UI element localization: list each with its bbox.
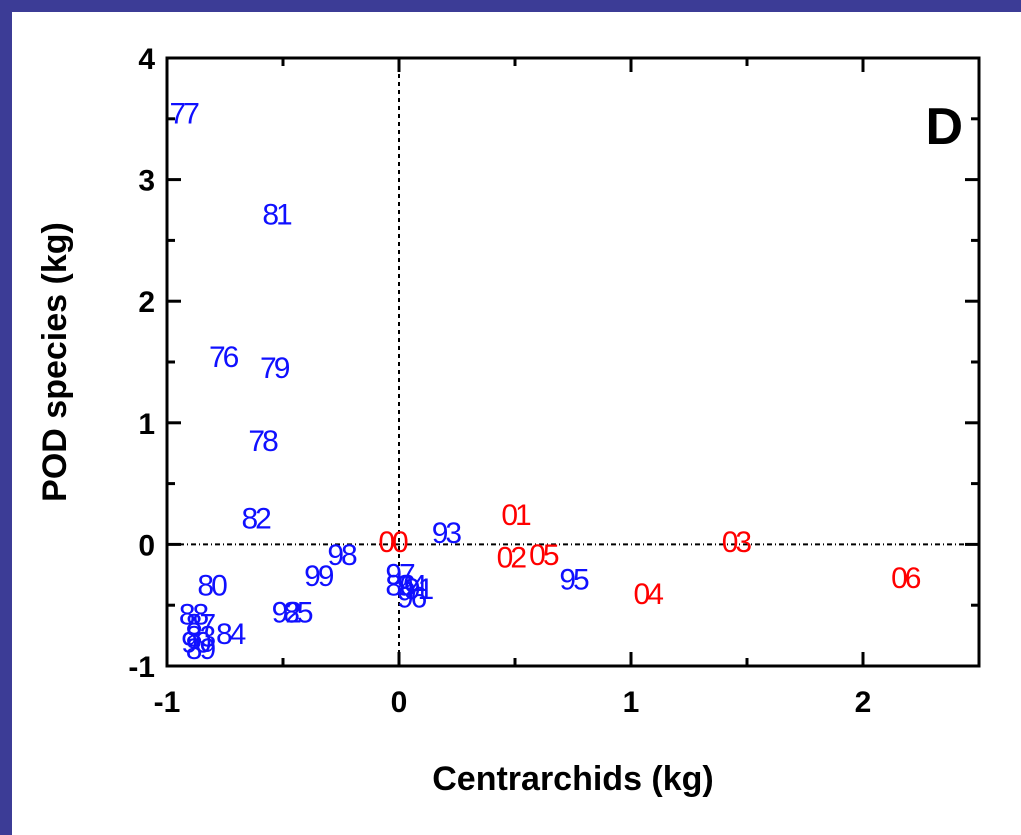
data-point-label: 77 <box>170 98 200 131</box>
x-tick-label: -1 <box>154 686 181 719</box>
data-point-label: 93 <box>432 517 462 550</box>
data-point-label: 85 <box>283 596 313 629</box>
data-point-label: 82 <box>241 503 271 536</box>
data-point-label: 79 <box>260 352 290 385</box>
data-point-label: 92 <box>272 596 302 629</box>
data-point-label: 04 <box>634 578 664 611</box>
data-point-label: 00 <box>378 526 408 559</box>
y-tick-label: 3 <box>138 165 155 198</box>
y-tick-label: 1 <box>138 408 155 441</box>
data-point-label: 90 <box>181 627 211 660</box>
x-tick-label: 1 <box>623 686 640 719</box>
data-point-label: 99 <box>304 560 334 593</box>
x-tick-label: 0 <box>391 686 408 719</box>
data-point-label: 88 <box>179 599 209 632</box>
data-point-label: 76 <box>209 341 239 374</box>
data-point-label: 95 <box>559 563 589 596</box>
data-point-label: 98 <box>327 539 357 572</box>
data-point-label: 83 <box>186 621 216 654</box>
data-point-label: 89 <box>186 633 216 666</box>
data-point-label: 05 <box>529 539 559 572</box>
y-axis-label: POD species (kg) <box>36 222 74 502</box>
data-point-label: 01 <box>501 499 531 532</box>
data-point-label: 87 <box>186 608 216 641</box>
y-tick-label: -1 <box>128 651 155 684</box>
data-point-label: 91 <box>404 573 434 606</box>
y-tick-label: 0 <box>138 529 155 562</box>
data-point-label: 96 <box>397 582 427 615</box>
x-axis-label: Centrarchids (kg) <box>432 760 714 798</box>
data-point-label: 97 <box>385 559 415 592</box>
y-tick-label: 4 <box>138 43 155 76</box>
axis-ticks <box>165 56 981 668</box>
figure-panel: -1 0 1 2 -1 0 1 2 3 4 77 81 76 79 78 82 93 98 99 80 97 86 94 9… <box>12 12 1021 835</box>
panel-label: D <box>925 98 963 156</box>
reference-lines <box>167 58 979 666</box>
data-point-label: 84 <box>216 618 246 651</box>
y-tick-label: 2 <box>138 286 155 319</box>
data-point-label: 81 <box>262 199 292 232</box>
data-point-label: 06 <box>891 562 921 595</box>
data-point-label: 78 <box>248 425 278 458</box>
data-point-label: 80 <box>197 570 227 603</box>
data-point-label: 86 <box>385 570 415 603</box>
data-point-label: 03 <box>722 526 752 559</box>
data-point-label: 02 <box>497 542 527 575</box>
x-tick-label: 2 <box>855 686 872 719</box>
data-point-label: 94 <box>397 570 427 603</box>
